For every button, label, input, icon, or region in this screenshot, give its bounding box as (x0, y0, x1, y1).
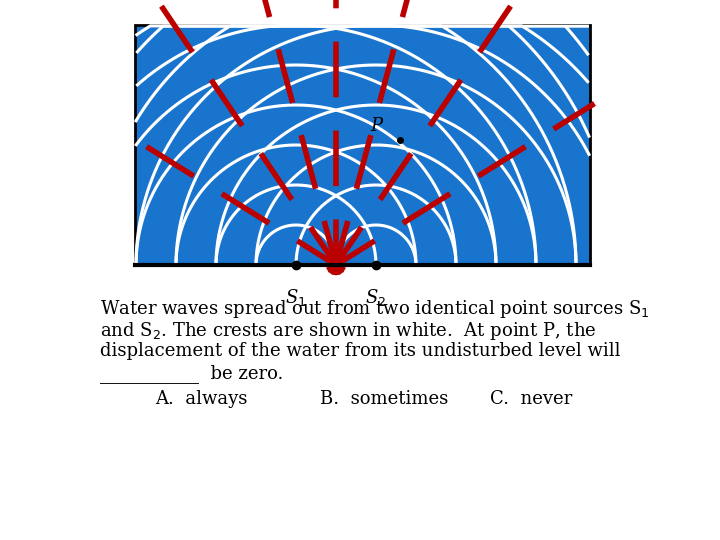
Text: S$_2$: S$_2$ (365, 287, 387, 308)
Text: and S$_2$. The crests are shown in white.  At point P, the: and S$_2$. The crests are shown in white… (100, 320, 596, 342)
Text: A.  always: A. always (155, 390, 248, 408)
Text: S$_1$: S$_1$ (285, 287, 307, 308)
Text: C.  never: C. never (490, 390, 572, 408)
Text: ___________  be zero.: ___________ be zero. (100, 364, 284, 383)
Text: displacement of the water from its undisturbed level will: displacement of the water from its undis… (100, 342, 621, 360)
Text: P: P (370, 117, 382, 135)
Text: Water waves spread out from two identical point sources S$_1$: Water waves spread out from two identica… (100, 298, 649, 320)
Bar (135, 25, 590, 265)
Text: B.  sometimes: B. sometimes (320, 390, 449, 408)
